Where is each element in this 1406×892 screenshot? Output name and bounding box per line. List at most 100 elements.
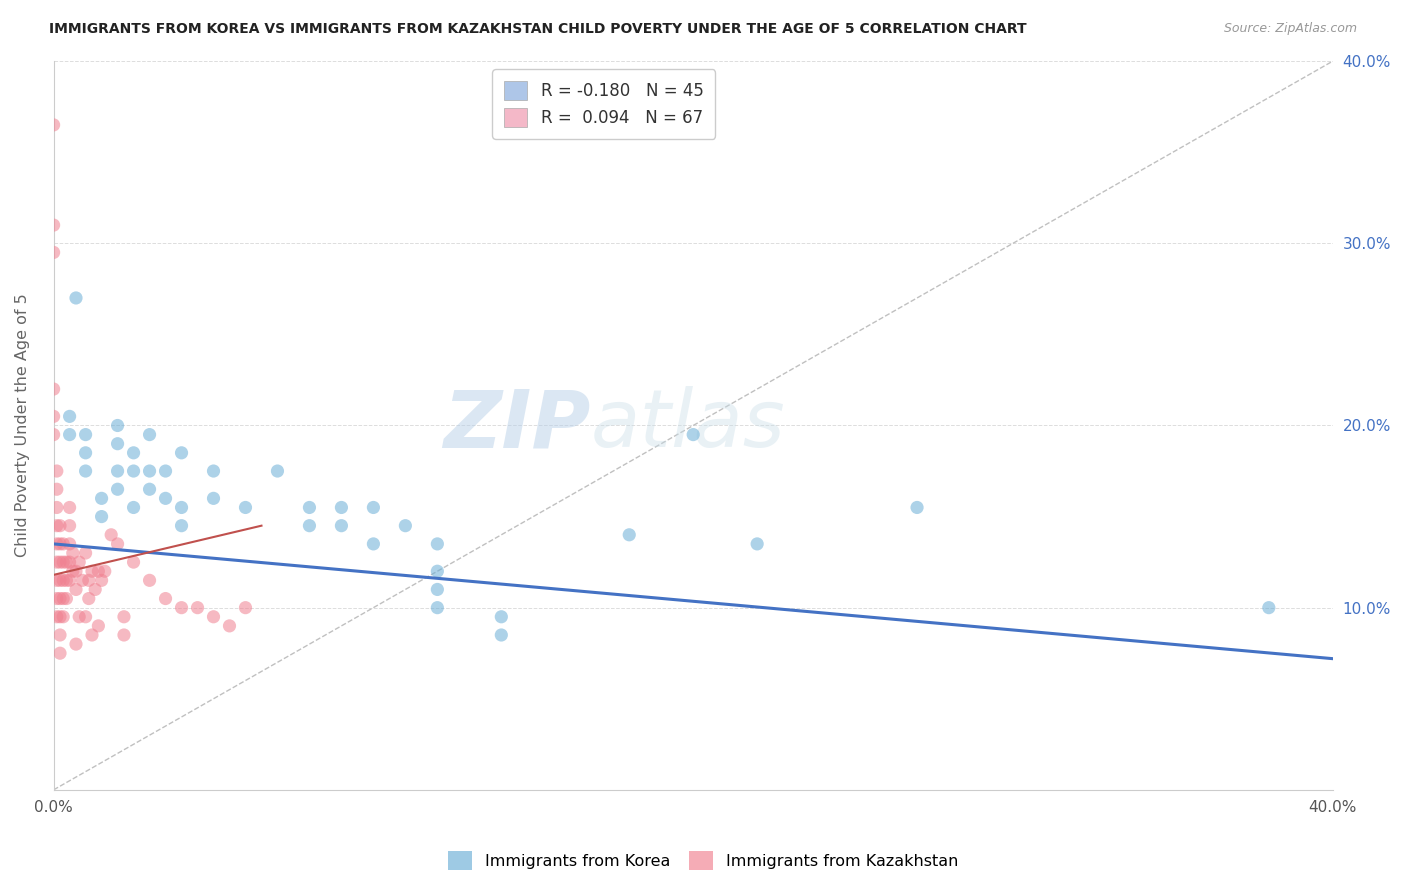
Point <box>49 646 72 660</box>
Point <box>42 118 65 132</box>
Point <box>67 555 90 569</box>
Point <box>155 491 177 506</box>
Point <box>49 574 72 588</box>
Point <box>394 518 416 533</box>
Point <box>112 609 135 624</box>
Point <box>138 574 160 588</box>
Point <box>619 528 641 542</box>
Point <box>75 427 97 442</box>
Point <box>49 609 72 624</box>
Point <box>55 591 77 606</box>
Point <box>90 491 112 506</box>
Point <box>65 564 87 578</box>
Point <box>491 628 513 642</box>
Point <box>170 600 193 615</box>
Point <box>75 546 97 560</box>
Point <box>170 518 193 533</box>
Point <box>59 574 82 588</box>
Point <box>59 518 82 533</box>
Point <box>426 600 449 615</box>
Point <box>426 564 449 578</box>
Point <box>426 582 449 597</box>
Point <box>62 546 84 560</box>
Point <box>59 500 82 515</box>
Point <box>266 464 288 478</box>
Point <box>42 245 65 260</box>
Point <box>49 628 72 642</box>
Point <box>42 218 65 232</box>
Point <box>84 582 107 597</box>
Point <box>235 500 257 515</box>
Point <box>202 464 225 478</box>
Point <box>107 464 129 478</box>
Point <box>59 537 82 551</box>
Point <box>107 482 129 496</box>
Point <box>363 537 385 551</box>
Point <box>170 500 193 515</box>
Point <box>45 464 67 478</box>
Text: ZIP: ZIP <box>443 386 591 465</box>
Point <box>426 537 449 551</box>
Point <box>65 291 87 305</box>
Point <box>67 609 90 624</box>
Point <box>202 609 225 624</box>
Point <box>45 574 67 588</box>
Text: atlas: atlas <box>591 386 786 465</box>
Point <box>42 409 65 424</box>
Y-axis label: Child Poverty Under the Age of 5: Child Poverty Under the Age of 5 <box>15 293 30 558</box>
Point <box>80 564 103 578</box>
Point <box>45 555 67 569</box>
Point <box>112 628 135 642</box>
Point <box>75 609 97 624</box>
Point <box>330 500 353 515</box>
Point <box>45 482 67 496</box>
Point <box>90 509 112 524</box>
Point <box>122 555 145 569</box>
Point <box>45 591 67 606</box>
Point <box>107 418 129 433</box>
Legend: R = -0.180   N = 45, R =  0.094   N = 67: R = -0.180 N = 45, R = 0.094 N = 67 <box>492 70 716 139</box>
Point <box>52 591 75 606</box>
Point <box>77 591 100 606</box>
Point <box>45 609 67 624</box>
Point <box>49 555 72 569</box>
Point <box>52 555 75 569</box>
Point <box>42 382 65 396</box>
Point <box>363 500 385 515</box>
Point <box>59 427 82 442</box>
Point <box>202 491 225 506</box>
Point <box>747 537 769 551</box>
Point <box>122 500 145 515</box>
Point <box>218 619 240 633</box>
Point <box>45 518 67 533</box>
Point <box>138 482 160 496</box>
Point <box>905 500 928 515</box>
Point <box>1257 600 1279 615</box>
Point <box>49 591 72 606</box>
Point <box>65 582 87 597</box>
Point <box>49 537 72 551</box>
Point <box>52 537 75 551</box>
Point <box>100 528 122 542</box>
Text: Source: ZipAtlas.com: Source: ZipAtlas.com <box>1223 22 1357 36</box>
Point <box>107 436 129 450</box>
Point <box>62 564 84 578</box>
Point <box>49 518 72 533</box>
Point <box>682 427 704 442</box>
Point <box>77 574 100 588</box>
Point <box>298 518 321 533</box>
Point <box>90 574 112 588</box>
Point <box>52 574 75 588</box>
Point <box>94 564 117 578</box>
Point <box>75 446 97 460</box>
Point <box>155 464 177 478</box>
Point <box>80 628 103 642</box>
Point <box>122 446 145 460</box>
Point <box>235 600 257 615</box>
Legend: Immigrants from Korea, Immigrants from Kazakhstan: Immigrants from Korea, Immigrants from K… <box>441 845 965 877</box>
Point <box>52 609 75 624</box>
Point <box>59 555 82 569</box>
Point <box>107 537 129 551</box>
Point <box>75 464 97 478</box>
Point <box>186 600 208 615</box>
